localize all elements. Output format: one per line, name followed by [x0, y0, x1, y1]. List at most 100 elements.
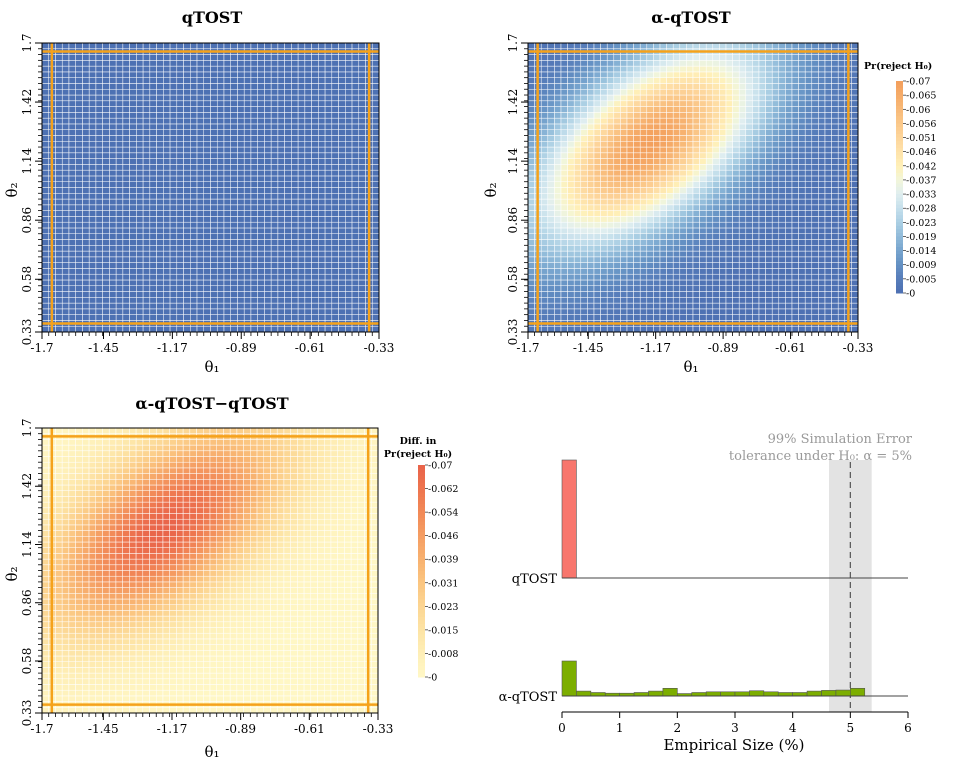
heatmap-cell: [633, 245, 641, 252]
heatmap-cell: [639, 325, 648, 333]
heatmap-cell: [626, 302, 634, 310]
heatmap-cell: [620, 239, 628, 246]
heatmap-cell: [176, 262, 184, 269]
heatmap-cell: [646, 239, 654, 246]
heatmap-cell: [176, 221, 184, 229]
heatmap-cell: [824, 146, 832, 154]
heatmap-cell: [345, 297, 353, 304]
heatmap-cell: [230, 291, 238, 298]
heatmap-cell: [318, 314, 326, 321]
heatmap-cell: [210, 198, 218, 206]
heatmap-cell: [304, 198, 312, 206]
heatmap-cell: [613, 198, 621, 206]
heatmap-cell: [771, 314, 780, 321]
heatmap-cell: [725, 273, 733, 281]
heatmap-cell: [304, 152, 312, 159]
heatmap-cell: [230, 250, 238, 258]
heatmap-cell: [358, 227, 366, 234]
heatmap-cell: [237, 60, 245, 67]
heatmap-cell: [719, 193, 727, 200]
heatmap-cell: [672, 279, 681, 287]
x-tick-label: -0.89: [226, 341, 257, 355]
heatmap-cell: [811, 135, 819, 142]
heatmap-cell: [580, 42, 588, 50]
heatmap-cell: [183, 245, 191, 252]
heatmap-cell: [540, 297, 549, 304]
heatmap-cell: [61, 227, 70, 234]
heatmap-cell: [758, 169, 766, 177]
heatmap-cell: [679, 221, 687, 229]
heatmap-cell: [705, 71, 714, 78]
heatmap-cell: [639, 273, 648, 281]
heatmap-cell: [129, 141, 137, 148]
heatmap-cell: [837, 314, 846, 321]
heatmap-cell: [270, 152, 279, 159]
heatmap-cell: [156, 250, 164, 258]
heatmap-cell: [109, 65, 117, 73]
heatmap-cell: [752, 158, 760, 165]
heatmap-cell: [672, 221, 681, 229]
heatmap-cell: [210, 204, 218, 211]
heatmap-cell: [203, 71, 211, 78]
heatmap-cell: [560, 262, 568, 269]
heatmap-cell: [778, 112, 786, 119]
heatmap-cell: [358, 65, 366, 73]
heatmap-cell: [75, 88, 83, 96]
heatmap-cell: [679, 291, 687, 298]
heatmap-cell: [75, 291, 83, 298]
heatmap-cell: [216, 227, 225, 234]
heatmap-cell: [210, 71, 218, 78]
heatmap-cell: [765, 239, 773, 246]
heatmap-cell: [573, 325, 582, 333]
heatmap-cell: [216, 77, 225, 84]
heatmap-cell: [75, 210, 83, 217]
heatmap-cell: [102, 135, 110, 142]
heatmap-cell: [633, 175, 641, 182]
heatmap-cell: [705, 152, 714, 159]
heatmap-cell: [324, 129, 333, 136]
heatmap-cell: [338, 146, 346, 154]
heatmap-cell: [771, 123, 780, 130]
heatmap-cell: [738, 250, 747, 258]
heatmap-cell: [55, 227, 63, 234]
heatmap-cell: [824, 297, 832, 304]
heatmap-cell: [358, 187, 366, 194]
heatmap-cell: [142, 221, 151, 229]
heatmap-cell: [196, 135, 205, 142]
heatmap-cell: [122, 112, 130, 119]
heatmap-cell: [203, 175, 211, 182]
heatmap-cell: [547, 100, 555, 107]
heatmap-cell: [324, 285, 333, 292]
heatmap-cell: [55, 88, 63, 96]
heatmap-cell: [600, 239, 608, 246]
heatmap-cell: [331, 302, 339, 310]
heatmap-cell: [633, 302, 641, 310]
heatmap-cell: [102, 262, 110, 269]
heatmap-cell: [725, 141, 733, 148]
heatmap-cell: [61, 291, 70, 298]
heatmap-cell: [95, 158, 103, 165]
heatmap-cell: [811, 204, 819, 211]
heatmap-cell: [102, 302, 110, 310]
heatmap-cell: [679, 77, 687, 84]
heatmap-cell: [738, 210, 747, 217]
heatmap-cell: [593, 302, 601, 310]
heatmap-cell: [560, 273, 568, 281]
heatmap-cell: [156, 60, 164, 67]
heatmap-cell: [653, 325, 661, 333]
heatmap-cell: [613, 135, 621, 142]
heatmap-cell: [659, 198, 667, 206]
heatmap-cell: [176, 256, 184, 263]
heatmap-cell: [672, 325, 681, 333]
heatmap-cell: [297, 117, 306, 125]
heatmap-cell: [223, 106, 231, 113]
heatmap-cell: [270, 123, 279, 130]
heatmap-cell: [699, 54, 707, 61]
heatmap-cell: [554, 221, 562, 229]
heatmap-cell: [55, 291, 63, 298]
heatmap-cell: [659, 112, 667, 119]
heatmap-cell: [216, 129, 225, 136]
heatmap-cell: [372, 129, 380, 136]
heatmap-cell: [705, 233, 714, 240]
heatmap-cell: [653, 198, 661, 206]
